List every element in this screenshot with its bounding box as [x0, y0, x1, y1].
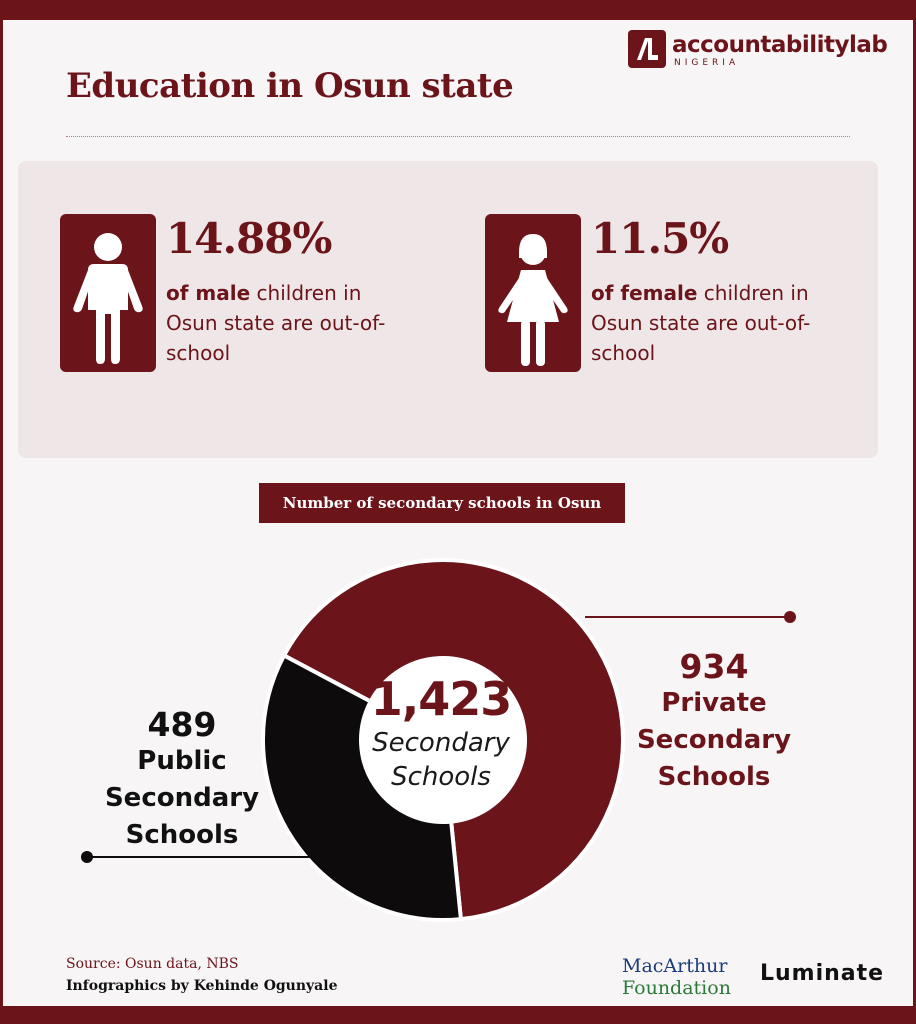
public-schools-text: Public Secondary Schools: [104, 746, 260, 850]
bottom-border: [0, 1006, 916, 1024]
female-child-icon: [485, 214, 581, 372]
page-title: Education in Osun state: [66, 66, 514, 106]
male-out-of-school-desc: of male children in Osun state are out-o…: [166, 278, 396, 368]
male-desc-rest: children in Osun state are out-of-school: [166, 281, 386, 365]
female-desc-rest: children in Osun state are out-of-school: [591, 281, 811, 365]
logo-mark-icon: [628, 30, 666, 68]
credit-note: Infographics by Kehinde Ogunyale: [66, 978, 338, 994]
left-border: [0, 20, 3, 1006]
male-desc-bold: of male: [166, 281, 251, 305]
macarthur-foundation-logo: MacArthur Foundation: [622, 955, 731, 999]
female-desc-bold: of female: [591, 281, 698, 305]
private-schools-slice: [281, 558, 625, 922]
donut-center: [363, 660, 523, 820]
male-child-icon: [60, 214, 156, 372]
source-note: Source: Osun data, NBS: [66, 956, 239, 972]
title-divider: [66, 136, 850, 137]
chart-total-label: Secondary Schools: [372, 728, 510, 792]
public-schools-value: 489: [147, 705, 217, 744]
macarthur-line2: Foundation: [622, 977, 731, 999]
chart-title: Number of secondary schools in Osun: [259, 483, 625, 523]
donut-chart: [81, 558, 796, 922]
chart-total-value: 1,423: [370, 672, 513, 726]
stats-panel: [18, 161, 878, 458]
female-out-of-school-value: 11.5%: [591, 214, 729, 263]
male-out-of-school-value: 14.88%: [166, 214, 332, 263]
luminate-logo: Luminate: [760, 961, 885, 986]
macarthur-line1: MacArthur: [622, 955, 728, 977]
public-schools-slice: [261, 652, 464, 922]
public-leader-line-dot: [81, 851, 93, 863]
logo-subtext: NIGERIA: [674, 58, 740, 68]
private-schools-label: 934 Private Secondary Schools: [624, 648, 804, 796]
public-schools-label: 489 Public Secondary Schools: [92, 706, 272, 854]
right-border: [913, 20, 916, 1006]
female-out-of-school-desc: of female children in Osun state are out…: [591, 278, 821, 368]
logo-text: accountabilitylab: [672, 32, 888, 58]
top-border: [0, 0, 916, 20]
private-leader-line-dot: [784, 611, 796, 623]
private-schools-text: Private Secondary Schools: [636, 688, 792, 792]
private-schools-value: 934: [679, 647, 749, 686]
